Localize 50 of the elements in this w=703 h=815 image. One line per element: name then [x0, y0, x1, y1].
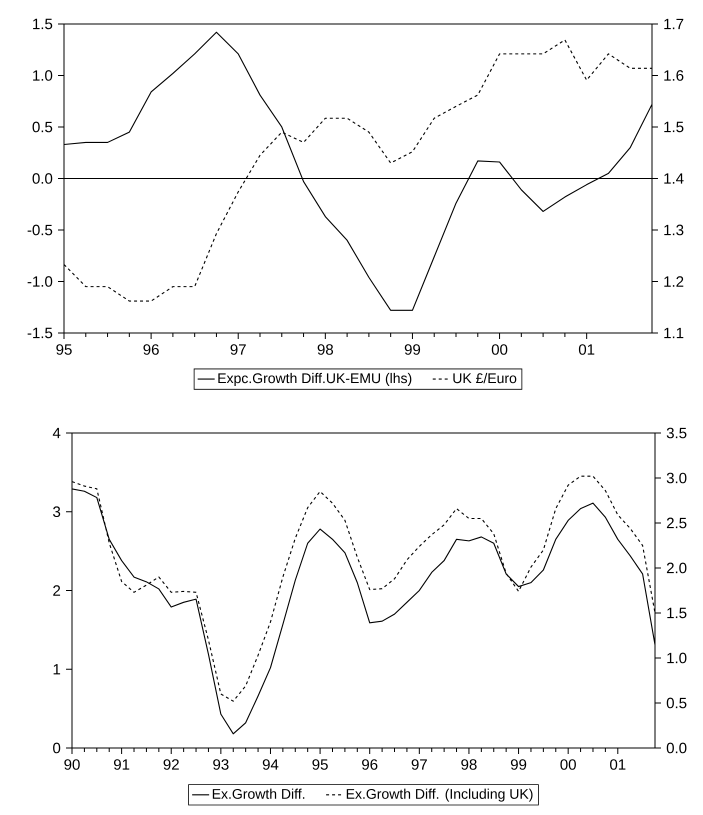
- x-tick-label: 01: [578, 344, 594, 355]
- y2-tick-label: 0.5: [666, 698, 686, 708]
- x-tick-label: 99: [510, 759, 526, 770]
- x-tick-label: 90: [64, 759, 80, 770]
- y-tick-label: 2: [53, 585, 60, 596]
- y2-tick-label: 3.5: [666, 428, 686, 438]
- x-tick-label: 95: [312, 759, 328, 770]
- x-tick-label: 98: [461, 759, 477, 770]
- y2-tick-label: 1.0: [667, 652, 686, 664]
- x-tick-label: 00: [560, 759, 576, 770]
- y2-tick-label: 1.5: [664, 122, 684, 132]
- y2-tick-label: 2.5: [666, 518, 686, 528]
- x-tick-label: 93: [213, 759, 229, 770]
- y2-tick-label: 0.0: [666, 742, 686, 754]
- y-tick-label: 3: [53, 506, 60, 518]
- x-tick-label: 94: [262, 759, 278, 770]
- y-tick-label: -1.5: [28, 328, 52, 338]
- y-tick-label: 1: [54, 664, 60, 674]
- legend-label: Expc.Growth Diff.UK-EMU (lhs): [218, 372, 412, 386]
- x-tick-label: 00: [492, 344, 508, 355]
- x-tick-label: 92: [164, 759, 179, 770]
- y2-tick-label: 1.3: [664, 224, 684, 236]
- x-tick-label: 97: [412, 759, 427, 770]
- y-tick-label: 4: [52, 428, 60, 438]
- y2-tick-label: 2.0: [666, 562, 686, 574]
- y2-tick-label: 1.2: [664, 276, 684, 287]
- x-tick-label: 95: [56, 344, 72, 355]
- y-tick-label: -0.5: [28, 224, 52, 236]
- x-tick-label: 96: [143, 344, 159, 355]
- x-tick-label: 99: [404, 344, 420, 355]
- y2-tick-label: 1.5: [667, 608, 686, 618]
- y-tick-label: 0.0: [32, 173, 52, 184]
- y2-tick-label: 1.4: [664, 173, 684, 184]
- y-tick-label: -1.0: [28, 276, 52, 287]
- y2-tick-label: 1.6: [664, 70, 684, 81]
- y2-tick-label: 1.1: [664, 328, 684, 338]
- legend-label: Ex.Growth Diff.: [212, 788, 304, 799]
- legend-label: Ex.Growth Diff. (Including UK): [346, 788, 533, 802]
- x-tick-label: 97: [230, 344, 246, 355]
- y2-tick-label: 3.0: [666, 472, 686, 484]
- x-tick-label: 96: [362, 759, 378, 770]
- y-tick-label: 1.5: [33, 18, 52, 30]
- y-tick-label: 1.0: [33, 70, 52, 81]
- x-tick-label: 01: [610, 759, 626, 770]
- y-tick-label: 0.5: [32, 122, 52, 132]
- legend-label: UK £/Euro: [453, 372, 516, 384]
- y2-tick-label: 1.7: [664, 18, 684, 30]
- x-tick-label: 98: [318, 344, 334, 355]
- x-tick-label: 91: [114, 759, 130, 770]
- y-tick-label: 0: [53, 742, 60, 754]
